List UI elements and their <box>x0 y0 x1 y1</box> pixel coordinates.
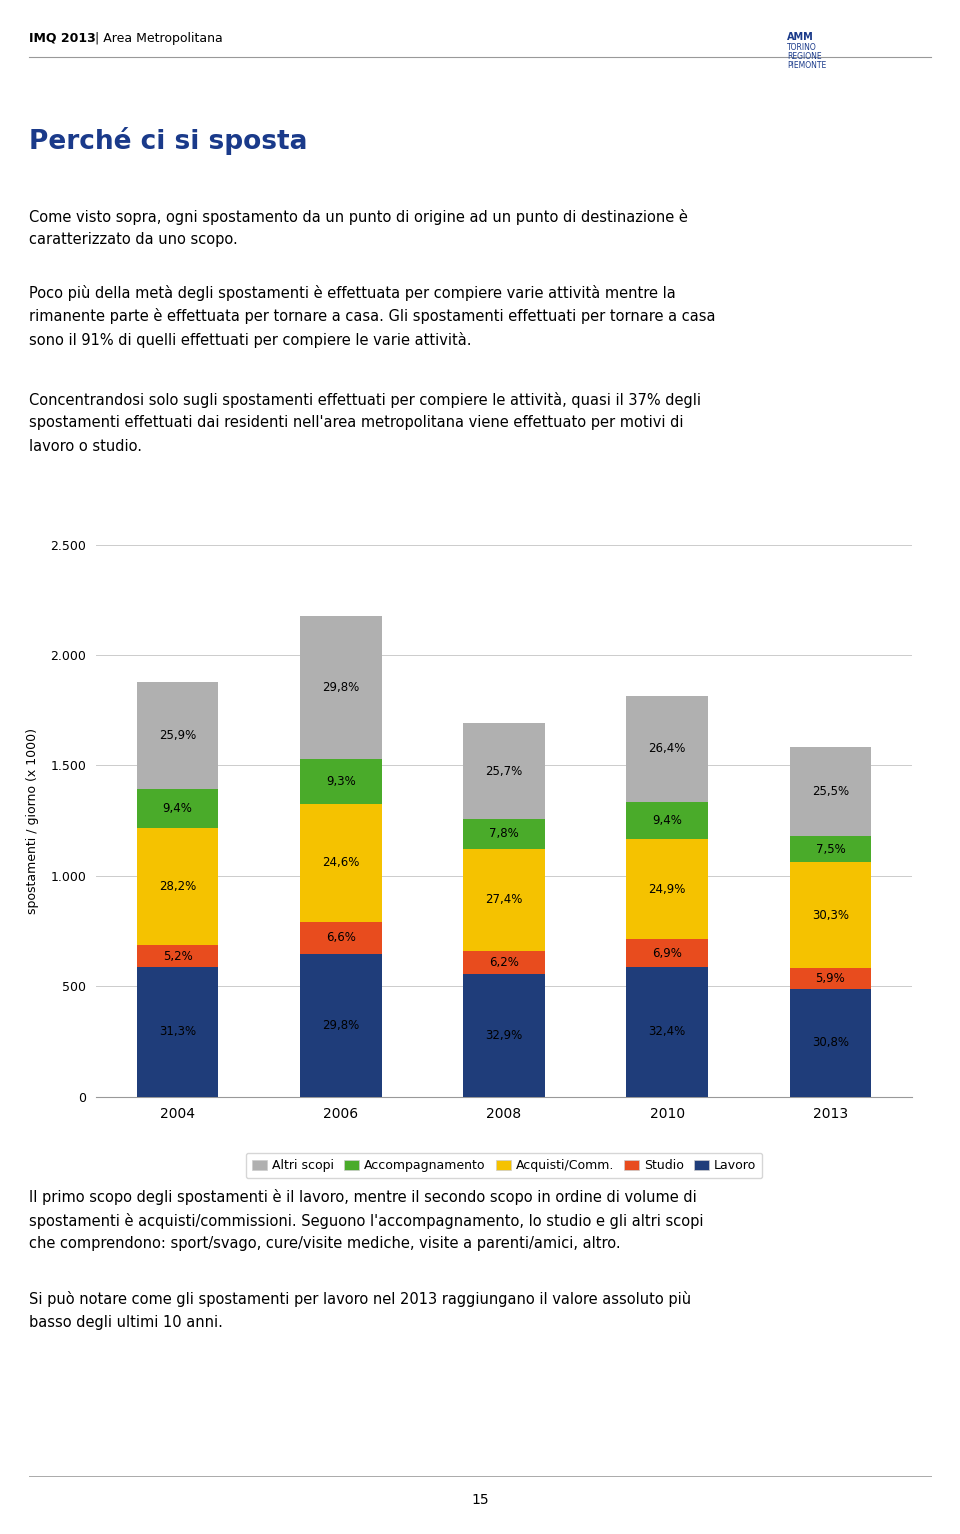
Text: 7,5%: 7,5% <box>816 842 845 856</box>
Text: Concentrandosi solo sugli spostamenti effettuati per compiere le attività, quasi: Concentrandosi solo sugli spostamenti ef… <box>29 391 701 408</box>
Bar <box>464 974 545 1097</box>
Bar <box>464 724 545 819</box>
Text: sono il 91% di quelli effettuati per compiere le varie attività.: sono il 91% di quelli effettuati per com… <box>29 333 471 348</box>
Text: 24,6%: 24,6% <box>323 856 359 870</box>
Text: 6,2%: 6,2% <box>489 956 519 969</box>
Text: 29,8%: 29,8% <box>323 1019 359 1032</box>
Text: AMM: AMM <box>787 32 814 41</box>
Bar <box>300 804 382 922</box>
Text: 7,8%: 7,8% <box>490 827 518 841</box>
Bar <box>790 989 872 1097</box>
Text: 25,7%: 25,7% <box>486 765 522 778</box>
Text: Come visto sopra, ogni spostamento da un punto di origine ad un punto di destina: Come visto sopra, ogni spostamento da un… <box>29 209 687 224</box>
Text: spostamenti è acquisti/commissioni. Seguono l'accompagnamento, lo studio e gli a: spostamenti è acquisti/commissioni. Segu… <box>29 1212 704 1229</box>
Bar <box>137 945 219 966</box>
Text: REGIONE: REGIONE <box>787 52 822 61</box>
Text: Si può notare come gli spostamenti per lavoro nel 2013 raggiungano il valore ass: Si può notare come gli spostamenti per l… <box>29 1292 691 1307</box>
Bar <box>137 681 219 788</box>
Bar <box>627 696 708 802</box>
Bar <box>790 862 872 968</box>
Text: 6,6%: 6,6% <box>325 931 356 945</box>
Bar <box>300 954 382 1097</box>
Bar <box>464 848 545 951</box>
Bar <box>137 966 219 1097</box>
Bar <box>627 966 708 1097</box>
Bar <box>137 828 219 945</box>
Text: 30,3%: 30,3% <box>812 908 849 922</box>
Bar <box>300 922 382 954</box>
Text: 27,4%: 27,4% <box>486 893 522 907</box>
Bar <box>300 615 382 759</box>
Bar <box>300 759 382 804</box>
Text: 25,9%: 25,9% <box>159 729 196 742</box>
Bar <box>627 802 708 839</box>
Text: basso degli ultimi 10 anni.: basso degli ultimi 10 anni. <box>29 1315 223 1330</box>
Text: 30,8%: 30,8% <box>812 1037 849 1049</box>
Bar <box>790 747 872 836</box>
Text: PIEMONTE: PIEMONTE <box>787 61 827 71</box>
Bar <box>627 939 708 966</box>
Text: 26,4%: 26,4% <box>649 742 685 755</box>
Text: 5,2%: 5,2% <box>163 950 192 962</box>
Text: Poco più della metà degli spostamenti è effettuata per compiere varie attività m: Poco più della metà degli spostamenti è … <box>29 285 676 301</box>
Bar <box>790 968 872 989</box>
Text: Il primo scopo degli spostamenti è il lavoro, mentre il secondo scopo in ordine : Il primo scopo degli spostamenti è il la… <box>29 1189 697 1204</box>
Text: 5,9%: 5,9% <box>816 973 845 985</box>
Text: 9,4%: 9,4% <box>652 815 683 827</box>
Bar <box>464 819 545 848</box>
Y-axis label: spostamenti / giorno (x 1000): spostamenti / giorno (x 1000) <box>26 727 39 914</box>
Text: 29,8%: 29,8% <box>323 681 359 693</box>
Text: 9,3%: 9,3% <box>326 775 355 788</box>
Text: 24,9%: 24,9% <box>649 884 685 896</box>
Bar <box>137 788 219 828</box>
Text: | Area Metropolitana: | Area Metropolitana <box>91 32 223 44</box>
Text: 32,9%: 32,9% <box>486 1029 522 1042</box>
Text: 31,3%: 31,3% <box>159 1025 196 1039</box>
Text: 15: 15 <box>471 1493 489 1508</box>
Text: che comprendono: sport/svago, cure/visite mediche, visite a parenti/amici, altro: che comprendono: sport/svago, cure/visit… <box>29 1236 620 1252</box>
Bar <box>790 836 872 862</box>
Text: 25,5%: 25,5% <box>812 785 849 798</box>
Text: TORINO: TORINO <box>787 43 817 52</box>
Legend: Altri scopi, Accompagnamento, Acquisti/Comm., Studio, Lavoro: Altri scopi, Accompagnamento, Acquisti/C… <box>246 1152 762 1178</box>
Text: IMQ 2013: IMQ 2013 <box>29 32 96 44</box>
Text: 32,4%: 32,4% <box>649 1025 685 1039</box>
Text: 9,4%: 9,4% <box>162 802 193 815</box>
Text: lavoro o studio.: lavoro o studio. <box>29 439 142 454</box>
Text: 28,2%: 28,2% <box>159 881 196 893</box>
Text: Perché ci si sposta: Perché ci si sposta <box>29 127 307 155</box>
Text: spostamenti effettuati dai residenti nell'area metropolitana viene effettuato pe: spostamenti effettuati dai residenti nel… <box>29 416 684 431</box>
Bar <box>464 951 545 974</box>
Text: 6,9%: 6,9% <box>652 946 683 960</box>
Bar <box>627 839 708 939</box>
Text: rimanente parte è effettuata per tornare a casa. Gli spostamenti effettuati per : rimanente parte è effettuata per tornare… <box>29 308 715 325</box>
Text: caratterizzato da uno scopo.: caratterizzato da uno scopo. <box>29 232 237 247</box>
